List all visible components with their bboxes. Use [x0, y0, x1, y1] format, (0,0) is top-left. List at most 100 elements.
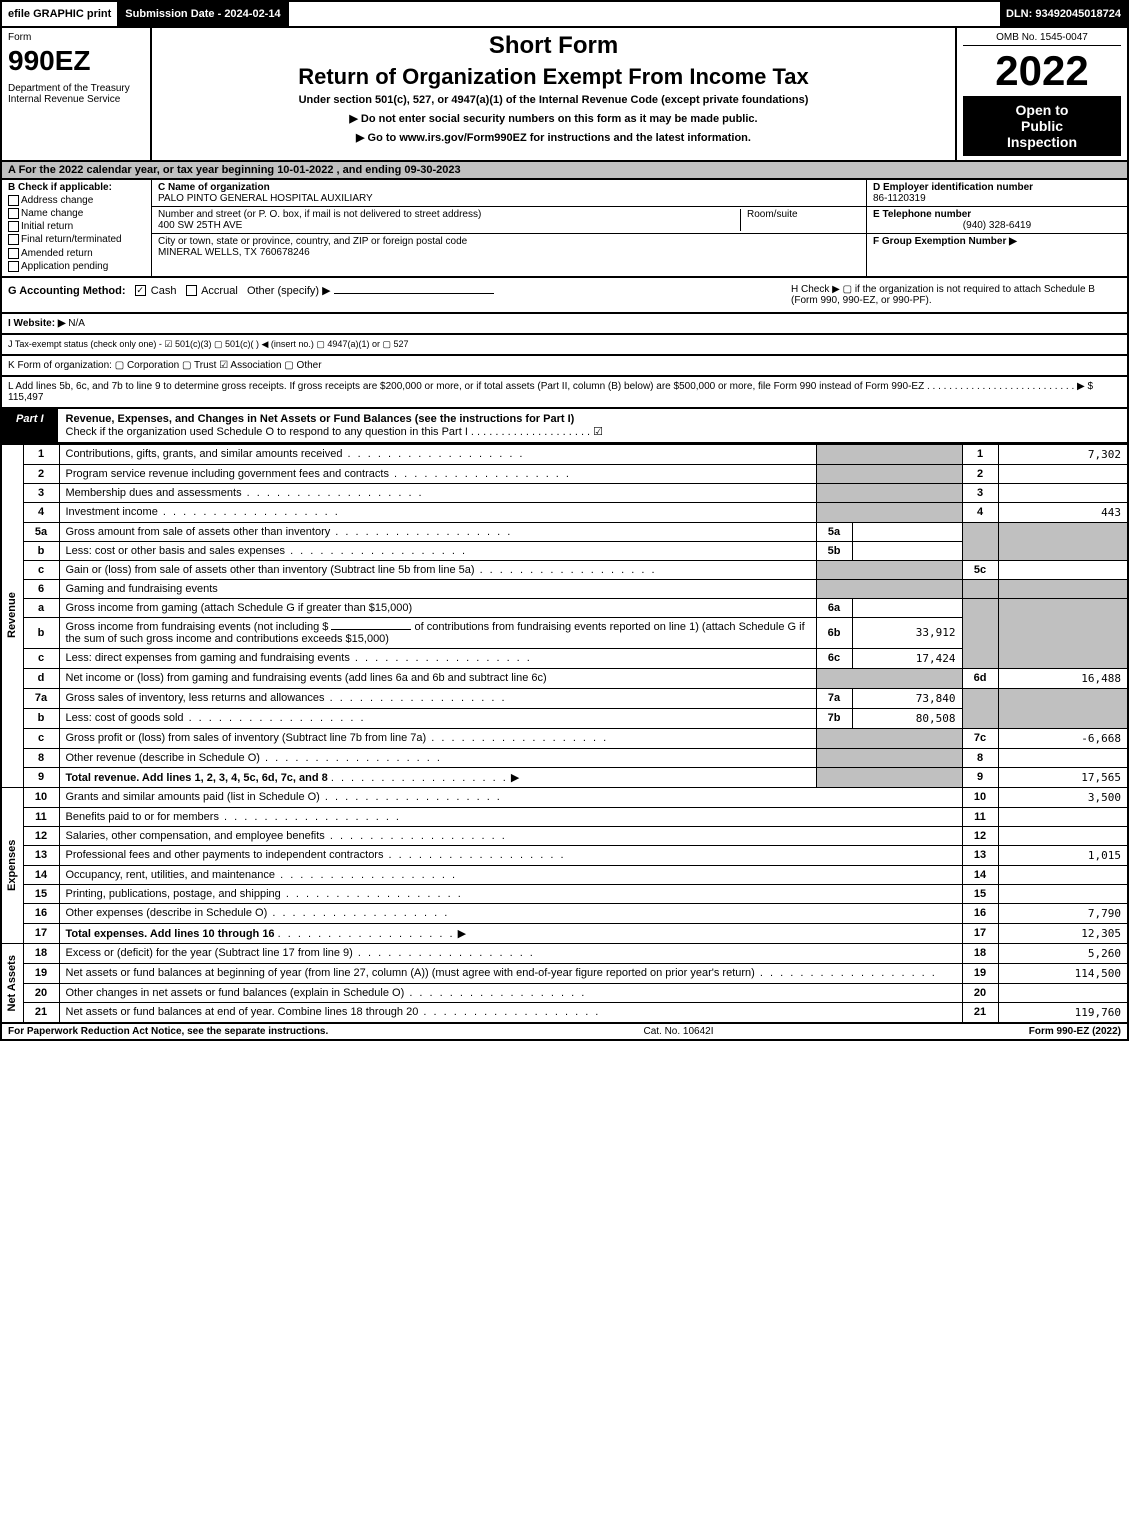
city-label: City or town, state or province, country… [158, 236, 860, 247]
part-i-tab: Part I [2, 409, 58, 442]
chk-app-pending[interactable]: Application pending [8, 261, 145, 272]
line-5c: cGain or (loss) from sale of assets othe… [1, 560, 1128, 579]
line-3: 3Membership dues and assessments3 [1, 483, 1128, 502]
chk-cash[interactable]: ✓ [135, 285, 146, 296]
line-10: Expenses 10Grants and similar amounts pa… [1, 787, 1128, 807]
b-header: B Check if applicable: [8, 182, 145, 193]
line-7b: bLess: cost of goods sold7b80,508 [1, 708, 1128, 728]
line-13: 13Professional fees and other payments t… [1, 845, 1128, 865]
goto-notice: ▶ Go to www.irs.gov/Form990EZ for instru… [160, 131, 947, 144]
inspection: Inspection [965, 134, 1119, 150]
line-6a: aGross income from gaming (attach Schedu… [1, 598, 1128, 617]
e-label: E Telephone number [873, 209, 1121, 220]
col-c: C Name of organization PALO PINTO GENERA… [152, 180, 867, 276]
part-i-table: Revenue 1Contributions, gifts, grants, a… [0, 444, 1129, 1024]
line-17: 17Total expenses. Add lines 10 through 1… [1, 923, 1128, 943]
expenses-label: Expenses [1, 787, 23, 943]
form-ref: Form 990-EZ (2022) [1029, 1026, 1121, 1037]
submission-date: Submission Date - 2024-02-14 [119, 2, 288, 26]
line-12: 12Salaries, other compensation, and empl… [1, 826, 1128, 845]
top-bar: efile GRAPHIC print Submission Date - 20… [0, 0, 1129, 26]
cat-no: Cat. No. 10642I [328, 1026, 1028, 1037]
row-i: I Website: ▶ N/A [0, 314, 1129, 335]
line-15: 15Printing, publications, postage, and s… [1, 884, 1128, 903]
g-accounting: G Accounting Method: ✓ Cash Accrual Othe… [8, 284, 791, 306]
col-b: B Check if applicable: Address change Na… [2, 180, 152, 276]
org-name: PALO PINTO GENERAL HOSPITAL AUXILIARY [158, 193, 860, 204]
line-18: Net Assets 18Excess or (deficit) for the… [1, 943, 1128, 963]
line-21: 21Net assets or fund balances at end of … [1, 1002, 1128, 1023]
form-header: Form 990EZ Department of the Treasury In… [0, 26, 1129, 162]
line-20: 20Other changes in net assets or fund ba… [1, 983, 1128, 1002]
ssn-notice: ▶ Do not enter social security numbers o… [160, 112, 947, 125]
block-bcdef: B Check if applicable: Address change Na… [0, 180, 1129, 278]
form-number: 990EZ [8, 45, 144, 77]
line-8: 8Other revenue (describe in Schedule O)8 [1, 748, 1128, 767]
line-2: 2Program service revenue including gover… [1, 464, 1128, 483]
row-a: A For the 2022 calendar year, or tax yea… [0, 162, 1129, 180]
street-label: Number and street (or P. O. box, if mail… [158, 209, 740, 220]
efile-label: efile GRAPHIC print [2, 2, 119, 26]
line-6d: dNet income or (loss) from gaming and fu… [1, 668, 1128, 688]
line-19: 19Net assets or fund balances at beginni… [1, 963, 1128, 983]
top-spacer [289, 2, 1000, 26]
header-center: Short Form Return of Organization Exempt… [152, 28, 957, 160]
subtitle: Under section 501(c), 527, or 4947(a)(1)… [160, 94, 947, 106]
netassets-label: Net Assets [1, 943, 23, 1023]
line-9: 9Total revenue. Add lines 1, 2, 3, 4, 5c… [1, 767, 1128, 787]
f-label: F Group Exemption Number ▶ [873, 236, 1121, 247]
line-5a: 5aGross amount from sale of assets other… [1, 522, 1128, 541]
line-1: Revenue 1Contributions, gifts, grants, a… [1, 444, 1128, 464]
tax-year: 2022 [995, 50, 1088, 92]
line-6c: cLess: direct expenses from gaming and f… [1, 648, 1128, 668]
chk-final-return[interactable]: Final return/terminated [8, 234, 145, 245]
omb-number: OMB No. 1545-0047 [963, 32, 1121, 46]
line-5b: bLess: cost or other basis and sales exp… [1, 541, 1128, 560]
row-l: L Add lines 5b, 6c, and 7b to line 9 to … [0, 377, 1129, 409]
c-name-label: C Name of organization [158, 182, 860, 193]
goto-link[interactable]: ▶ Go to www.irs.gov/Form990EZ for instru… [356, 132, 751, 144]
h-check: H Check ▶ ▢ if the organization is not r… [791, 284, 1121, 306]
line-11: 11Benefits paid to or for members11 [1, 807, 1128, 826]
dept-treasury: Department of the Treasury [8, 83, 144, 94]
gross-receipts: 115,497 [8, 392, 43, 403]
col-def: D Employer identification number 86-1120… [867, 180, 1127, 276]
room-label: Room/suite [740, 209, 860, 231]
website-value: N/A [68, 318, 85, 329]
row-k: K Form of organization: ▢ Corporation ▢ … [0, 356, 1129, 377]
ein-value: 86-1120319 [873, 193, 1121, 204]
chk-amended-return[interactable]: Amended return [8, 248, 145, 259]
phone-value: (940) 328-6419 [873, 220, 1121, 231]
page-footer: For Paperwork Reduction Act Notice, see … [0, 1024, 1129, 1041]
paperwork-notice: For Paperwork Reduction Act Notice, see … [8, 1026, 328, 1037]
line-6: 6Gaming and fundraising events [1, 579, 1128, 598]
line-14: 14Occupancy, rent, utilities, and mainte… [1, 865, 1128, 884]
block-gh: G Accounting Method: ✓ Cash Accrual Othe… [0, 278, 1129, 314]
irs-label: Internal Revenue Service [8, 94, 144, 105]
chk-name-change[interactable]: Name change [8, 208, 145, 219]
chk-initial-return[interactable]: Initial return [8, 221, 145, 232]
revenue-label: Revenue [1, 444, 23, 787]
chk-address-change[interactable]: Address change [8, 195, 145, 206]
part-i-title: Revenue, Expenses, and Changes in Net As… [58, 409, 1127, 442]
header-left: Form 990EZ Department of the Treasury In… [2, 28, 152, 160]
dln-label: DLN: 93492045018724 [1000, 2, 1127, 26]
line-7a: 7aGross sales of inventory, less returns… [1, 688, 1128, 708]
line-7c: cGross profit or (loss) from sales of in… [1, 728, 1128, 748]
street-value: 400 SW 25TH AVE [158, 220, 740, 231]
open-public-box: Open to Public Inspection [963, 96, 1121, 156]
part-i-header: Part I Revenue, Expenses, and Changes in… [0, 409, 1129, 444]
return-title: Return of Organization Exempt From Incom… [160, 64, 947, 90]
header-right: OMB No. 1545-0047 2022 Open to Public In… [957, 28, 1127, 160]
city-value: MINERAL WELLS, TX 760678246 [158, 247, 860, 258]
row-j: J Tax-exempt status (check only one) - ☑… [0, 335, 1129, 356]
short-form-title: Short Form [160, 32, 947, 60]
line-6b: bGross income from fundraising events (n… [1, 617, 1128, 648]
chk-accrual[interactable] [186, 285, 197, 296]
line-16: 16Other expenses (describe in Schedule O… [1, 903, 1128, 923]
d-label: D Employer identification number [873, 182, 1121, 193]
open-to: Open to [965, 102, 1119, 118]
public: Public [965, 118, 1119, 134]
form-word: Form [8, 32, 144, 43]
line-4: 4Investment income4443 [1, 502, 1128, 522]
